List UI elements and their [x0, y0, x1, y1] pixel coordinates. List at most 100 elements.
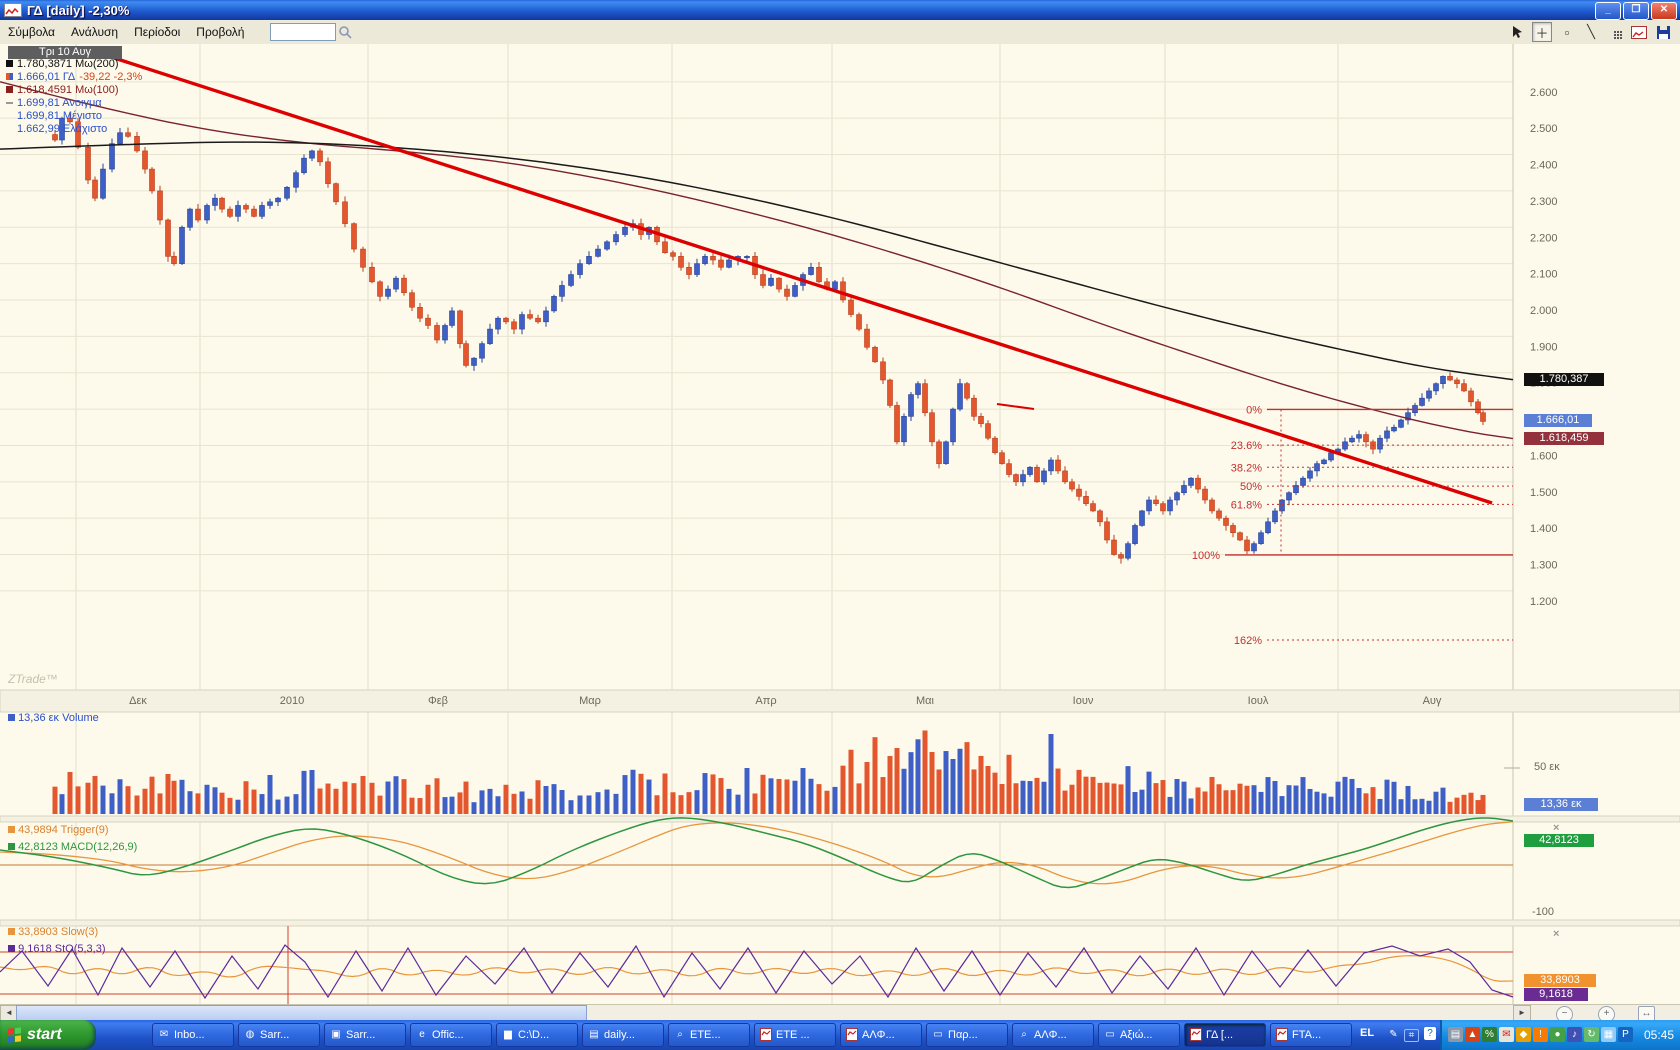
volume-bar: [964, 742, 970, 814]
mail-blocked-icon[interactable]: ✉: [1499, 1027, 1514, 1042]
window-title: ΓΔ [daily] -2,30%: [27, 2, 130, 18]
volume-bar: [1125, 766, 1131, 814]
minimize-button[interactable]: _: [1595, 2, 1621, 20]
volume-bar: [816, 784, 822, 814]
usage-icon[interactable]: %: [1482, 1027, 1497, 1042]
mini-chart-icon[interactable]: [1630, 23, 1648, 41]
taskbar-task[interactable]: ▣ Sarr...: [324, 1023, 406, 1047]
volume-bar: [109, 793, 115, 814]
messenger-icon[interactable]: P: [1618, 1027, 1633, 1042]
volume-bar: [832, 786, 838, 814]
volume-bar: [1160, 780, 1166, 814]
volume-bar: [1426, 800, 1432, 814]
volume-bar: [915, 739, 921, 814]
taskbar-task[interactable]: e Offic...: [410, 1023, 492, 1047]
volume-bar: [187, 791, 193, 814]
volume-bar: [604, 789, 610, 814]
shield-icon[interactable]: ◆: [1516, 1027, 1531, 1042]
candle: [360, 248, 366, 268]
volume-bar: [471, 802, 477, 814]
stoch-panel-close-icon[interactable]: ×: [1553, 928, 1560, 940]
volume-bar: [1118, 784, 1124, 814]
candle: [1286, 492, 1292, 501]
volume-bar: [1083, 776, 1089, 814]
volume-bar: [1363, 793, 1369, 814]
taskbar-task[interactable]: ⌕ ΑΛΦ...: [1012, 1023, 1094, 1047]
taskbar-task[interactable]: FTA...: [1270, 1023, 1352, 1047]
taskbar-task[interactable]: ▭ Αξιώ...: [1098, 1023, 1180, 1047]
alert-icon[interactable]: !: [1533, 1027, 1548, 1042]
volume-bar: [434, 778, 440, 814]
candle: [325, 161, 331, 184]
menu-item-Περίοδοι[interactable]: Περίοδοι: [134, 25, 181, 39]
menu-item-Προβολή[interactable]: Προβολή: [196, 25, 245, 39]
candle: [1349, 437, 1355, 443]
title-bar[interactable]: ΓΔ [daily] -2,30% _ ❐ ✕: [0, 0, 1680, 20]
volume-bar: [1356, 787, 1362, 814]
symbol-search-input[interactable]: [270, 23, 337, 41]
crosshair-icon[interactable]: ＋: [1532, 22, 1552, 42]
volume-bar: [901, 768, 907, 814]
taskbar-task[interactable]: ✉ Inbo...: [152, 1023, 234, 1047]
taskbar-task[interactable]: ⌕ ETE...: [668, 1023, 750, 1047]
macd-panel-close-icon[interactable]: ×: [1553, 822, 1560, 834]
candle: [52, 134, 58, 141]
candle: [333, 183, 339, 203]
candle: [678, 256, 684, 268]
network-icon[interactable]: ●: [1550, 1027, 1565, 1042]
taskbar-task[interactable]: ▤ daily...: [582, 1023, 664, 1047]
keyboard-icon[interactable]: ⌗: [1404, 1029, 1419, 1042]
volume-bar: [134, 795, 140, 814]
close-button[interactable]: ✕: [1651, 2, 1677, 20]
taskbar-task[interactable]: ◍ Sarr...: [238, 1023, 320, 1047]
volume-bar: [52, 786, 58, 814]
volume-bar: [718, 778, 724, 814]
taskbar-task[interactable]: ▭ Παρ...: [926, 1023, 1008, 1047]
taskbar-clock[interactable]: 05:45: [1643, 1028, 1674, 1042]
printer-icon[interactable]: ▤: [1448, 1027, 1463, 1042]
task-label: ETE ...: [776, 1029, 810, 1041]
volume-bar: [1377, 798, 1383, 814]
save-icon[interactable]: [1654, 23, 1672, 41]
candle: [1391, 426, 1397, 432]
menu-item-Σύμβολα[interactable]: Σύμβολα: [8, 25, 55, 39]
grid-app-icon[interactable]: ▦: [1601, 1027, 1616, 1042]
volume-bar: [519, 791, 525, 814]
search-icon: ⌕: [1021, 1029, 1027, 1040]
candle: [613, 234, 619, 243]
volume-bar: [1237, 783, 1243, 814]
region-icon[interactable]: ▫: [1564, 24, 1570, 40]
taskbar-task[interactable]: ΓΔ [...: [1184, 1023, 1266, 1047]
candle: [442, 325, 448, 341]
windows-taskbar: start ✉ Inbo... ◍ Sarr... ▣ Sarr... e Offic... ▆…: [0, 1020, 1680, 1050]
volume-bar: [100, 785, 106, 814]
start-button[interactable]: start: [0, 1020, 96, 1050]
taskbar-task[interactable]: ▆ C:\D...: [496, 1023, 578, 1047]
volume-bar: [686, 792, 692, 814]
candle: [243, 205, 249, 210]
candle: [92, 179, 98, 199]
update-icon[interactable]: ▲: [1465, 1027, 1480, 1042]
taskbar-task[interactable]: ΑΛΦ...: [840, 1023, 922, 1047]
chart-canvas[interactable]: 2.600 2.500 2.400 2.300 2.200 2.100 2.000 1.900…: [0, 0, 1680, 1004]
search-icon[interactable]: [336, 23, 354, 41]
candle: [1139, 510, 1145, 526]
candle: [694, 263, 700, 275]
cursor-icon[interactable]: [1508, 23, 1526, 41]
dot-grid-icon[interactable]: [1606, 23, 1624, 41]
restore-button[interactable]: ❐: [1623, 2, 1649, 20]
taskbar-task[interactable]: ETE ...: [754, 1023, 836, 1047]
candle: [535, 317, 541, 323]
trendline-tool-icon[interactable]: ╲: [1587, 24, 1595, 39]
audio-icon[interactable]: ♪: [1567, 1027, 1582, 1042]
pen-input-icon[interactable]: ✎: [1389, 1029, 1398, 1040]
candle: [622, 226, 628, 235]
menu-item-Ανάλυση[interactable]: Ανάλυση: [71, 25, 119, 39]
help-icon[interactable]: ?: [1424, 1027, 1436, 1040]
volume-bar: [1111, 783, 1117, 814]
candle: [219, 197, 225, 210]
chart-horizontal-scrollbar[interactable]: ◄ ► − + ↔: [0, 1004, 1680, 1023]
fib-level-label: 38.2%: [1231, 462, 1262, 474]
language-indicator[interactable]: EL: [1360, 1027, 1375, 1039]
sync-icon[interactable]: ↻: [1584, 1027, 1599, 1042]
